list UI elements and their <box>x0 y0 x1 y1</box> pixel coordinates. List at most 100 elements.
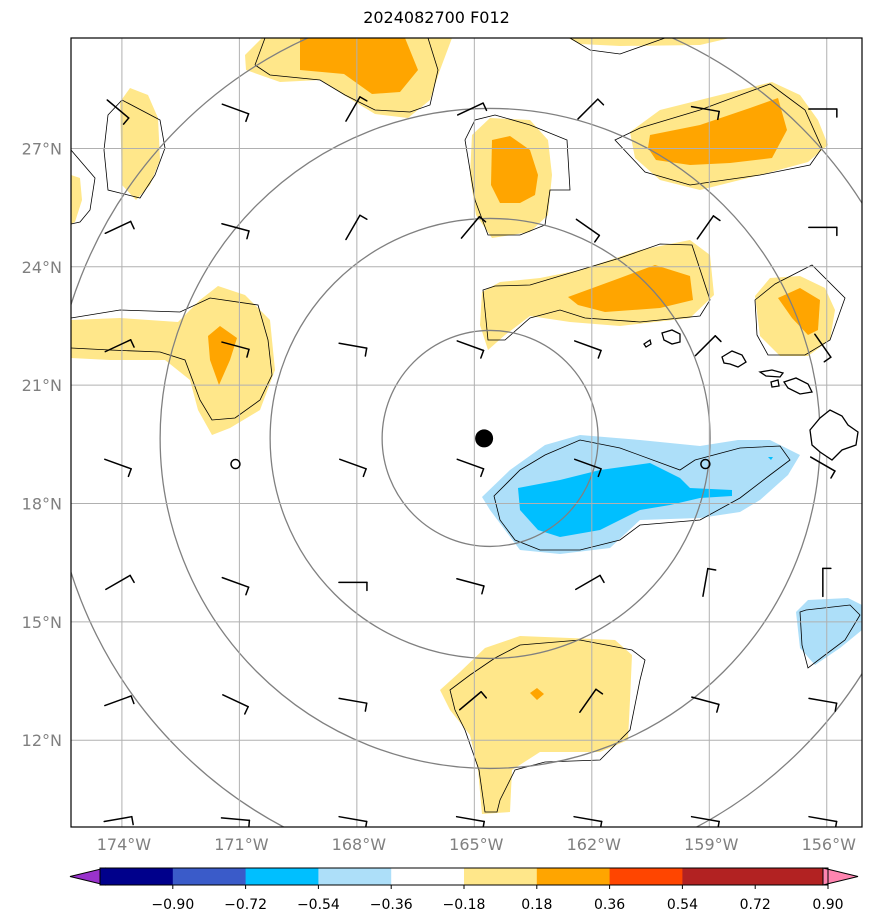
wind-barb-shaft <box>573 340 602 352</box>
wind-barb-shaft <box>573 458 602 470</box>
wind-barb-shaft <box>575 218 601 237</box>
colorbar-tick-label: 0.36 <box>594 897 625 913</box>
wind-barb-flag <box>246 348 250 358</box>
colorbar-tick-label: −0.72 <box>224 897 267 913</box>
wind-barb-shaft <box>460 215 481 239</box>
wind-barb-shaft <box>338 697 368 704</box>
wind-barbs <box>103 96 838 827</box>
wind-barb-flag <box>122 117 130 125</box>
wind-barb-flag <box>129 574 135 584</box>
lat-tick-label: 27°N <box>22 139 62 158</box>
colorbar-tick-label: 0.18 <box>521 897 552 913</box>
wind-barb-flag <box>480 468 485 478</box>
wind-barb-flag <box>131 815 134 826</box>
lat-tick-label: 24°N <box>22 258 62 277</box>
wind-barb-flag <box>364 702 368 712</box>
wind-barb-flag <box>480 349 485 359</box>
wind-barb-shaft <box>106 99 130 119</box>
lon-tick-label: 165°W <box>449 835 504 854</box>
wind-barb-shaft <box>696 215 715 240</box>
wind-barb-shaft <box>809 456 836 472</box>
wind-barb-flag <box>127 468 132 478</box>
wind-barb-flag <box>599 574 605 584</box>
wind-barb-shaft <box>104 458 132 470</box>
wind-barb-flag <box>599 820 603 827</box>
colorbar-segment <box>245 868 319 885</box>
wind-barb-shaft <box>103 815 133 823</box>
wind-barb-shaft <box>690 815 720 823</box>
wind-barb-shaft <box>104 220 132 235</box>
wind-barb-flag <box>594 234 601 243</box>
range-ring <box>269 217 711 660</box>
colorbar-tick-label: 0.90 <box>812 897 843 913</box>
wind-barb-flag <box>597 98 605 106</box>
lat-tick-label: 12°N <box>22 731 62 750</box>
wind-barb-shaft <box>573 815 603 823</box>
hawaiian-islands <box>643 329 859 461</box>
wind-barb-shaft <box>104 695 132 707</box>
lon-tick-label: 171°W <box>214 835 269 854</box>
wind-barb-shaft <box>221 576 250 588</box>
wind-barb-flag <box>717 110 720 121</box>
colorbar-segment <box>682 868 756 885</box>
range-ring <box>381 329 599 548</box>
wind-barb-shaft <box>345 96 361 122</box>
colorbar-tick-label: −0.18 <box>443 897 486 913</box>
storm-center-marker <box>475 429 494 448</box>
lon-tick-label: 156°W <box>802 835 857 854</box>
wind-barb-flag <box>245 586 250 596</box>
wind-barb-shaft <box>458 691 482 711</box>
calm-circle <box>700 458 711 470</box>
wind-barb-shaft <box>456 578 485 587</box>
wind-barb-flag <box>595 688 604 695</box>
colorbar-tick-label: −0.36 <box>370 897 413 913</box>
colorbar-segment <box>172 868 247 885</box>
lon-tick-label: 159°W <box>684 835 739 854</box>
wind-barb-shaft <box>345 214 361 241</box>
colorbar-segment <box>100 868 174 885</box>
wind-barb-flag <box>362 468 367 478</box>
colorbar-tick-label: 0.72 <box>740 897 771 913</box>
wind-barb-shaft <box>814 333 832 358</box>
positive-anomaly-shading <box>71 38 835 814</box>
colorbar-tick-label: −0.90 <box>151 897 194 913</box>
colorbar-segment <box>391 868 465 885</box>
wind-barb-flag <box>359 96 368 102</box>
wind-barb-flag <box>714 335 722 343</box>
wind-barb-shaft <box>694 335 717 357</box>
wind-barb-shaft <box>456 102 484 116</box>
lat-tick-label: 18°N <box>22 495 62 514</box>
wind-barb-shaft <box>702 567 709 597</box>
colorbar-segment <box>609 868 683 885</box>
wind-barb-flag <box>712 215 721 222</box>
wind-barb-flag <box>834 702 838 712</box>
wind-barb-shaft <box>220 817 251 822</box>
wind-barb-flag <box>482 102 488 112</box>
lat-tick-label: 21°N <box>22 376 62 395</box>
wind-barb-flag <box>716 703 720 713</box>
latitude-tick-labels: 27°N 24°N 21°N 18°N 15°N 12°N <box>22 139 62 750</box>
wind-barb-flag <box>597 349 602 359</box>
wind-barb-shaft <box>339 458 367 470</box>
lon-tick-label: 168°W <box>332 835 387 854</box>
wind-barb-shaft <box>455 815 485 823</box>
wind-barb-flag <box>717 820 720 827</box>
wind-barb-shaft <box>456 458 485 470</box>
wind-barb-shaft <box>104 339 132 353</box>
wind-barb-shaft <box>808 697 838 704</box>
lon-tick-label: 174°W <box>97 835 152 854</box>
wind-barb-shaft <box>808 815 838 823</box>
longitude-tick-labels: 174°W 171°W 168°W 165°W 162°W 159°W 156°W <box>97 835 856 854</box>
wind-barb-shaft <box>579 688 597 713</box>
wind-barb-flag <box>480 691 488 699</box>
wind-barb-flag <box>707 567 717 571</box>
colorbar-segment <box>318 868 392 885</box>
wind-barb-shaft <box>105 574 131 591</box>
wind-barb-shaft <box>577 98 599 120</box>
wind-barb-flag <box>481 585 485 595</box>
wind-barb-flag <box>129 220 135 230</box>
wind-barb-flag <box>597 468 602 478</box>
wind-barb-flag <box>359 214 368 220</box>
wind-barb-flag <box>130 695 135 705</box>
